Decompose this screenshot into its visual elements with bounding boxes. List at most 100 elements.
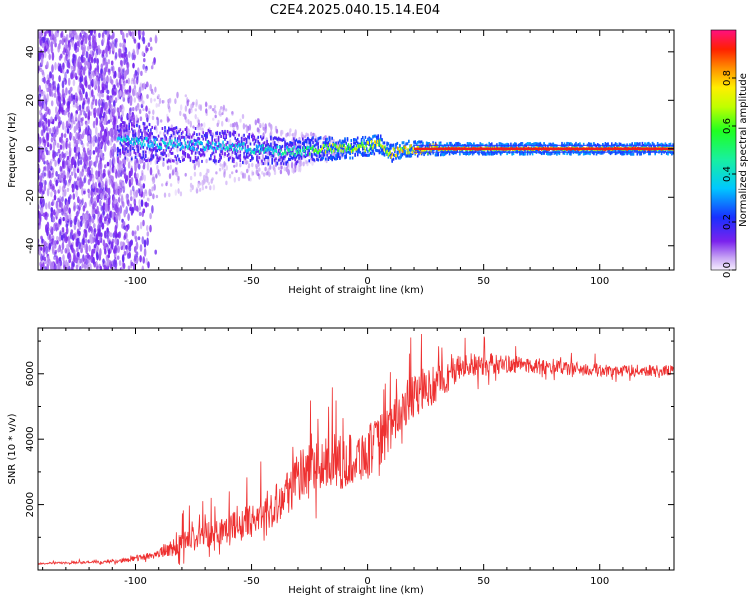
noise-speckle (68, 179, 71, 186)
ridge-halo (146, 125, 148, 129)
noise-speckle (73, 146, 77, 153)
faint-speckle (156, 116, 159, 121)
faint-speckle (168, 173, 172, 180)
ridge-halo (145, 150, 147, 154)
ridge-core (144, 143, 146, 147)
noise-speckle (74, 42, 78, 51)
noise-speckle (43, 94, 46, 103)
noise-speckle (68, 207, 71, 214)
ridge-halo (262, 136, 265, 140)
noise-speckle (46, 227, 49, 237)
noise-speckle (70, 229, 74, 235)
ridge-core (187, 144, 190, 148)
faint-speckle (227, 118, 230, 123)
ridge-halo (319, 136, 322, 140)
ridge-halo (281, 144, 284, 148)
noise-speckle (149, 224, 152, 233)
noise-speckle (49, 242, 53, 247)
faint-speckle (158, 97, 162, 105)
noise-speckle (112, 156, 115, 164)
noise-speckle (87, 34, 91, 41)
noise-speckle (133, 231, 137, 240)
noise-speckle (129, 240, 132, 248)
noise-speckle (91, 89, 94, 97)
ridge-halo (198, 137, 201, 141)
noise-speckle (110, 60, 114, 66)
noise-speckle (123, 58, 126, 66)
faint-speckle (274, 125, 278, 131)
noise-speckle (66, 243, 69, 251)
noise-speckle (76, 168, 80, 174)
noise-speckle (99, 99, 102, 104)
noise-speckle (59, 39, 62, 45)
noise-speckle (46, 93, 49, 103)
ridge-halo (270, 137, 272, 141)
noise-speckle (49, 143, 53, 151)
faint-speckle (221, 163, 224, 170)
noise-speckle (90, 256, 93, 263)
ridge-core (132, 142, 134, 146)
ridge-core (134, 141, 137, 145)
noise-speckle (96, 65, 99, 72)
noise-speckle (91, 208, 95, 217)
ridge-core (149, 140, 151, 144)
noise-speckle (87, 105, 90, 112)
noise-speckle (122, 44, 126, 53)
noise-speckle (84, 65, 87, 71)
faint-speckle (292, 167, 295, 174)
noise-speckle (67, 101, 71, 106)
faint-speckle (116, 164, 120, 171)
noise-speckle (140, 70, 143, 76)
noise-speckle (116, 233, 120, 238)
noise-speckle (44, 112, 48, 117)
noise-speckle (85, 50, 89, 59)
noise-speckle (117, 188, 120, 196)
noise-speckle (90, 56, 94, 64)
noise-speckle (120, 104, 124, 110)
noise-speckle (73, 205, 76, 212)
noise-speckle (88, 218, 92, 227)
faint-speckle (149, 189, 152, 195)
noise-speckle (81, 187, 84, 196)
ridge-halo (291, 142, 294, 146)
noise-speckle (106, 133, 109, 141)
noise-speckle (110, 260, 114, 267)
faint-speckle (151, 186, 154, 192)
faint-speckle (184, 105, 188, 112)
noise-speckle (92, 139, 95, 147)
noise-speckle (64, 213, 68, 221)
ridge-halo (364, 135, 367, 139)
faint-speckle (184, 172, 187, 177)
noise-speckle (135, 189, 138, 198)
faint-speckle (162, 100, 166, 104)
noise-speckle (118, 77, 122, 87)
noise-speckle (145, 45, 148, 54)
faint-speckle (277, 166, 281, 171)
faint-speckle (304, 159, 307, 165)
ridge-halo (173, 132, 175, 136)
noise-speckle (97, 48, 101, 56)
noise-speckle (87, 45, 90, 52)
noise-speckle (104, 30, 108, 35)
noise-speckle (103, 172, 106, 177)
noise-speckle (52, 141, 56, 151)
noise-speckle (91, 191, 95, 197)
noise-speckle (107, 119, 111, 124)
noise-speckle (53, 92, 57, 98)
ridge-halo (312, 136, 314, 140)
ridge-halo (194, 151, 197, 155)
ridge-halo (275, 157, 277, 161)
ridge-halo (363, 138, 365, 142)
noise-speckle (122, 201, 125, 208)
noise-speckle (112, 196, 115, 202)
faint-speckle (137, 182, 140, 186)
faint-speckle (198, 187, 202, 192)
noise-speckle (76, 101, 79, 109)
ridge-halo (120, 117, 123, 121)
faint-speckle (145, 191, 148, 197)
noise-speckle (39, 184, 43, 193)
noise-speckle (75, 123, 78, 131)
ridge-halo (182, 130, 184, 134)
faint-speckle (115, 188, 118, 194)
noise-speckle (42, 157, 45, 163)
